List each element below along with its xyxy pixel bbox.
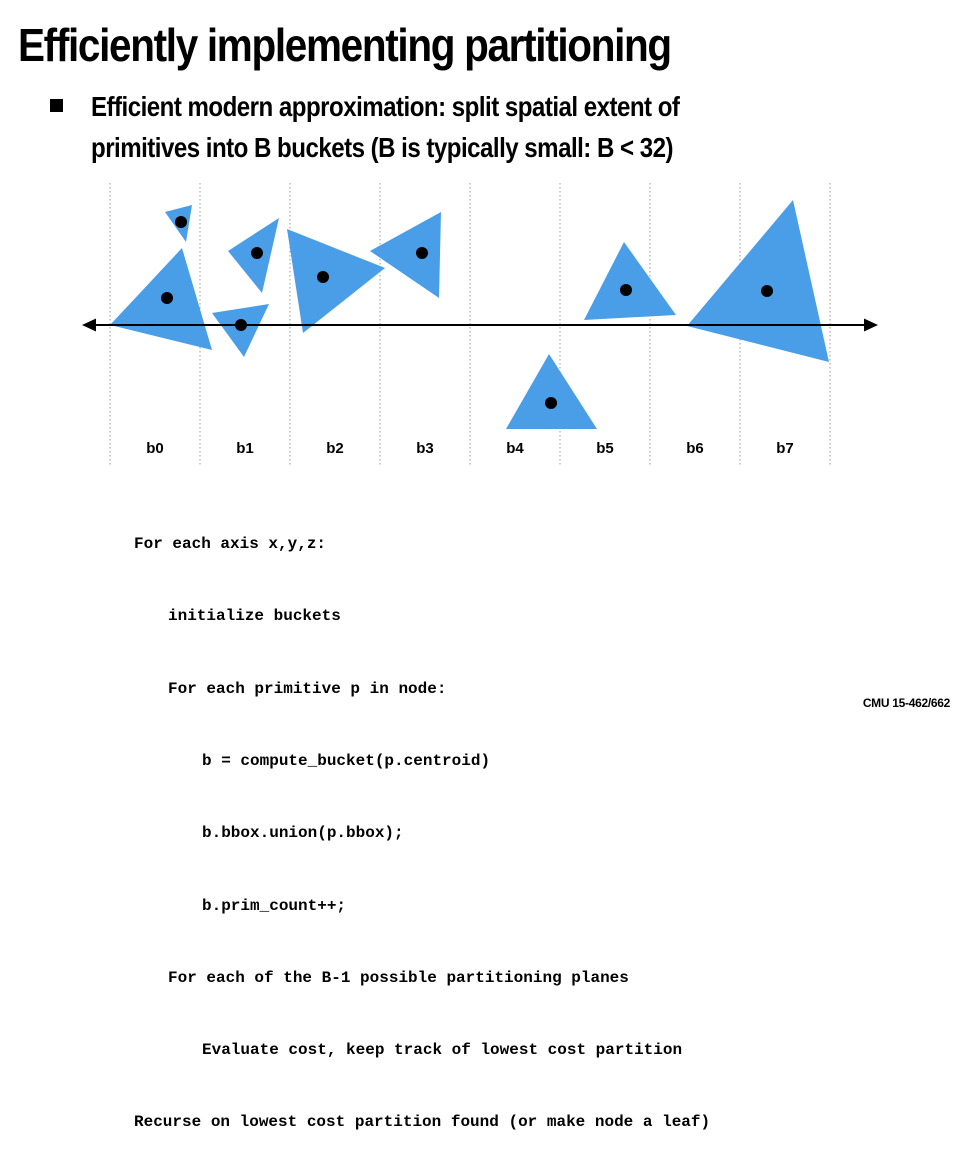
bucket-label-b7: b7	[776, 440, 794, 457]
code-line: initialize buckets	[168, 607, 341, 626]
centroid-dot	[175, 216, 187, 228]
axis-left-arrow-icon	[82, 318, 96, 332]
bullet-square-icon	[50, 99, 63, 112]
primitive-triangle	[584, 242, 676, 320]
primitive-triangle	[370, 212, 441, 298]
centroid-dot	[161, 292, 173, 304]
centroids	[161, 216, 773, 409]
code-line: b.bbox.union(p.bbox);	[202, 824, 404, 843]
centroid-dot	[761, 285, 773, 297]
primitive-triangle	[110, 248, 212, 350]
bucket-label-b5: b5	[596, 440, 614, 457]
bucket-label-b3: b3	[416, 440, 434, 457]
centroid-dot	[416, 247, 428, 259]
centroid-dot	[317, 271, 329, 283]
code-line: b = compute_bucket(p.centroid)	[202, 752, 491, 771]
bucket-label-b4: b4	[506, 440, 524, 457]
bucket-label-b1: b1	[236, 440, 254, 457]
primitive-triangle	[506, 354, 597, 429]
split-axis	[82, 318, 878, 332]
bucket-labels: b0 b1 b2 b3 b4 b5 b6 b7	[146, 440, 794, 457]
code-line: For each primitive p in node:	[168, 679, 447, 698]
bucket-label-b2: b2	[326, 440, 344, 457]
pseudocode-block: For each axis x,y,z: initialize buckets …	[134, 484, 710, 1159]
code-line: For each axis x,y,z:	[134, 535, 327, 554]
slide-title: Efficiently implementing partitioning	[18, 19, 672, 71]
bucket-diagram: b0 b1 b2 b3 b4 b5 b6 b7	[82, 183, 878, 465]
centroid-dot	[545, 397, 557, 409]
code-line: For each of the B-1 possible partitionin…	[168, 968, 629, 987]
primitive-triangle	[687, 200, 829, 362]
bucket-label-b6: b6	[686, 440, 704, 457]
code-line: Evaluate cost, keep track of lowest cost…	[202, 1041, 683, 1060]
primitives	[110, 200, 829, 429]
code-line: Recurse on lowest cost partition found (…	[134, 1113, 711, 1132]
bucket-label-b0: b0	[146, 440, 164, 457]
course-footer: CMU 15-462/662	[862, 696, 950, 710]
centroid-dot	[620, 284, 632, 296]
code-line: b.prim_count++;	[202, 896, 347, 915]
primitive-triangle	[287, 229, 385, 333]
bullet-text: Efficient modern approximation: split sp…	[91, 91, 680, 163]
axis-right-arrow-icon	[864, 318, 878, 332]
centroid-dot	[251, 247, 263, 259]
centroid-dot	[235, 319, 247, 331]
